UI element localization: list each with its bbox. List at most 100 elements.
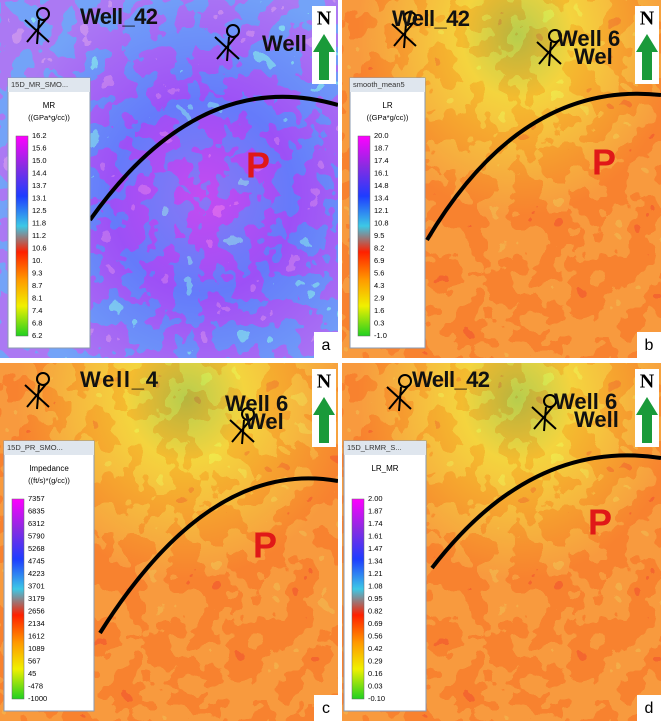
colorbar-label: 13.4 <box>374 193 389 202</box>
well-label: Well_42 <box>392 6 470 31</box>
colorbar-label: 15.0 <box>32 156 47 165</box>
colorbar-label: 4745 <box>28 556 45 565</box>
colorbar-label: 14.4 <box>32 168 47 177</box>
colorbar-label: 1.61 <box>368 531 383 540</box>
panel-content: Well_42 Well P Na 15D_MR_SMO... MR ((GPa*g/cc)… <box>0 0 338 358</box>
colorbar-label: 5.6 <box>374 268 384 277</box>
colorbar-label: 0.03 <box>368 681 383 690</box>
colorbar-label: 6.2 <box>32 331 42 340</box>
colorbar-label: 1.21 <box>368 569 383 578</box>
colorbar-label: 1.6 <box>374 306 384 315</box>
colorbar-label: 7357 <box>28 494 45 503</box>
colorbar-label: 567 <box>28 656 41 665</box>
colorbar-label: 2.00 <box>368 494 383 503</box>
colorbar-label: 8.1 <box>32 293 42 302</box>
north-arrow <box>636 34 658 80</box>
colorbar-label: 15.6 <box>32 143 47 152</box>
map-panel: Well_42 Well P Na 15D_MR_SMO... MR ((GPa*g/cc)… <box>0 0 338 358</box>
well-symbol <box>229 417 255 445</box>
colorbar-label: 12.1 <box>374 206 389 215</box>
colorbar-label: 0.69 <box>368 619 383 628</box>
well-symbol <box>36 372 50 386</box>
legend-unit: ((GPa*g/cc)) <box>28 113 70 122</box>
well-symbol <box>36 7 50 21</box>
colorbar-label: 0.3 <box>374 318 384 327</box>
legend-header <box>4 441 94 455</box>
north-arrow <box>313 397 335 443</box>
well-symbol <box>536 39 562 67</box>
colorbar-label: 1089 <box>28 644 45 653</box>
legend-header <box>8 78 90 92</box>
colorbar-label: 20.0 <box>374 131 389 140</box>
colorbar-label: 0.56 <box>368 631 383 640</box>
north-label: N <box>640 8 655 30</box>
colorbar-label: 2.9 <box>374 293 384 302</box>
panel-letter: b <box>645 337 654 354</box>
colorbar <box>351 498 365 700</box>
well-symbol <box>543 394 557 408</box>
boundary-curve <box>88 94 338 222</box>
anomaly-marker: P <box>592 142 616 183</box>
colorbar-label: 3701 <box>28 581 45 590</box>
legend-header-text: 15D_MR_SMO... <box>11 80 68 89</box>
legend-title: MR <box>43 101 56 110</box>
colorbar-label: 0.82 <box>368 606 383 615</box>
letter-box <box>637 332 661 358</box>
colorbar-label: 45 <box>28 669 36 678</box>
north-arrow <box>313 34 335 80</box>
colorbar-label: -478 <box>28 681 43 690</box>
colorbar-label: 9.5 <box>374 231 384 240</box>
well-symbol <box>226 24 240 38</box>
colorbar-label: 0.16 <box>368 669 383 678</box>
north-arrow <box>636 397 658 443</box>
colorbar-label: -1.0 <box>374 331 387 340</box>
boundary-curve <box>425 91 661 242</box>
legend-unit: ((ft/s)*(g/cc)) <box>28 476 70 485</box>
letter-box <box>314 695 338 721</box>
letter-box <box>314 332 338 358</box>
colorbar-label: 5268 <box>28 544 45 553</box>
colorbar-label: 6.9 <box>374 256 384 265</box>
panel-letter: a <box>322 337 331 354</box>
colorbar-label: 13.1 <box>32 193 47 202</box>
colorbar <box>11 498 25 700</box>
well-label: Well 6 <box>557 26 620 51</box>
colorbar-label: 0.29 <box>368 656 383 665</box>
well-label: Well <box>574 407 619 432</box>
colorbar-label: 1.87 <box>368 506 383 515</box>
colorbar-label: -0.10 <box>368 694 385 703</box>
colorbar-label: 6.8 <box>32 318 42 327</box>
north-label: N <box>640 371 655 393</box>
north-label: N <box>317 8 332 30</box>
colorbar-label: 9.3 <box>32 268 42 277</box>
well-label: Wel <box>574 44 613 69</box>
well-label: Well_42 <box>80 4 158 29</box>
well-symbol <box>386 384 412 412</box>
colorbar-label: 4223 <box>28 569 45 578</box>
colorbar-label: 3179 <box>28 594 45 603</box>
colorbar-label: 1.47 <box>368 544 383 553</box>
north-label: N <box>317 371 332 393</box>
well-symbol <box>391 21 417 49</box>
legend-header-text: smooth_mean5 <box>353 80 405 89</box>
legend-title: Impedance <box>29 464 69 473</box>
anomaly-marker: P <box>246 145 270 186</box>
colorbar-label: 2656 <box>28 606 45 615</box>
colorbar-label: 18.7 <box>374 143 389 152</box>
colorbar-label: 8.7 <box>32 281 42 290</box>
well-label: Well <box>262 31 307 56</box>
well-label: Well_4 <box>80 367 159 392</box>
well-symbol <box>548 29 562 43</box>
colorbar-label: 0.42 <box>368 644 383 653</box>
legend-header <box>350 78 425 92</box>
legend-unit: ((GPa*g/cc)) <box>367 113 409 122</box>
well-label: Well_42 <box>412 367 490 392</box>
legend-title: LR_MR <box>371 464 398 473</box>
